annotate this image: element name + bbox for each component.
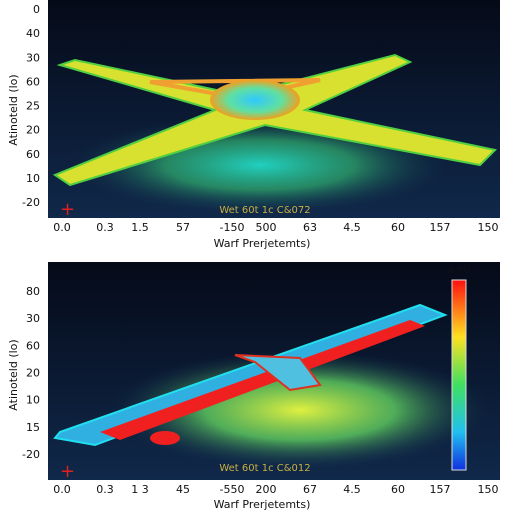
y-tick-label: -20 <box>22 196 40 209</box>
caption: Wet 60t 1c C&012 <box>219 463 310 474</box>
x-axis-label: Warf Prerjetemts) <box>214 498 311 511</box>
y-tick-label: 40 <box>26 27 40 40</box>
x-tick-label: 150 <box>478 483 499 496</box>
y-tick-label: 30 <box>26 51 40 64</box>
y-tick-label: 0 <box>33 3 40 16</box>
y-tick-label: 20 <box>26 367 40 380</box>
colorbar-label: & 0G <box>448 266 471 276</box>
y-axis-label: Atinoteld (lo) <box>7 74 20 145</box>
y-tick-label: 60 <box>26 75 40 88</box>
x-tick-label: 63 <box>303 221 317 234</box>
x-tick-label: 0.3 <box>96 221 114 234</box>
y-tick-label: 20 <box>26 124 40 137</box>
x-tick-label: 60 <box>391 221 405 234</box>
y-tick-label: 80 <box>26 285 40 298</box>
x-tick-label: 150 <box>478 221 499 234</box>
x-tick-label: 1.5 <box>131 221 149 234</box>
y-tick-label: 10 <box>26 172 40 185</box>
x-tick-label: 157 <box>430 221 451 234</box>
x-tick-label: 57 <box>176 221 190 234</box>
x-tick-label: 4.5 <box>343 221 361 234</box>
x-tick-label: -550 <box>220 483 245 496</box>
tail <box>234 354 322 392</box>
y-tick-label: 15 <box>26 421 40 434</box>
x-tick-label: -150 <box>220 221 245 234</box>
x-tick-label: 45 <box>176 483 190 496</box>
y-tick-label: 60 <box>26 339 40 352</box>
x-tick-label: 200 <box>256 483 277 496</box>
x-tick-label: 500 <box>256 221 277 234</box>
x-tick-label: 60 <box>391 483 405 496</box>
bottom-panel: + <box>48 262 500 482</box>
wing <box>53 303 448 447</box>
y-tick-label: 25 <box>26 100 40 113</box>
stripe <box>100 320 425 440</box>
hub <box>210 80 300 120</box>
x-tick-label: 0.3 <box>96 483 114 496</box>
caption: Wet 60t 1c C&072 <box>219 205 310 216</box>
x-tick-label: 0.0 <box>53 221 71 234</box>
y-tick-label: 30 <box>26 312 40 325</box>
top-panel: + <box>48 0 500 220</box>
x-tick-label: 67 <box>303 483 317 496</box>
y-tick-label: 60 <box>26 148 40 161</box>
x-tick-label: 1 3 <box>131 483 149 496</box>
x-tick-label: 157 <box>430 483 451 496</box>
origin-marker: + <box>60 461 75 482</box>
y-tick-label: -20 <box>22 448 40 461</box>
y-tick-label: 10 <box>26 394 40 407</box>
y-axis-label: Atinoteld (lo) <box>7 339 20 410</box>
x-tick-label: 0.0 <box>53 483 71 496</box>
colorbar <box>451 279 467 471</box>
x-axis-label: Warf Prerjetemts) <box>214 237 311 250</box>
origin-marker: + <box>60 199 75 220</box>
spot <box>150 431 180 445</box>
x-tick-label: 4.5 <box>343 483 361 496</box>
